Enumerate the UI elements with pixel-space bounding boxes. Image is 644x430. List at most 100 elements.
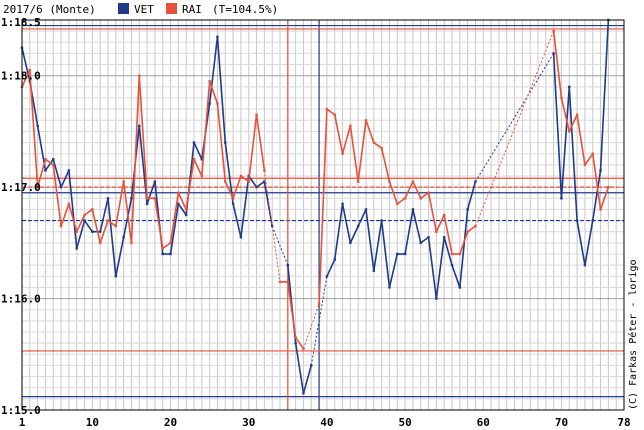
point-vet [255, 185, 258, 189]
series-segment-rai [44, 158, 54, 166]
series-segment-vet [248, 175, 258, 188]
series-segment-rai [52, 164, 62, 227]
series-segment-vet [107, 198, 117, 277]
series-segment-vet [475, 53, 555, 182]
point-vet [450, 263, 454, 267]
point-rai [59, 224, 63, 228]
series-segment-rai [443, 214, 453, 255]
point-vet [153, 180, 157, 183]
y-tick-label: 1:16.0 [1, 293, 41, 306]
series-segment-rai [412, 181, 422, 199]
series-segment-vet [568, 86, 578, 221]
x-tick-label: 78 [617, 416, 630, 429]
series-segment-rai [349, 125, 359, 182]
series-segment-rai [294, 337, 305, 350]
series-segment-vet [177, 203, 187, 216]
point-rai [114, 224, 118, 228]
point-vet [67, 169, 71, 172]
series-segment-rai [91, 209, 101, 244]
point-vet [356, 224, 360, 228]
series-segment-rai [107, 219, 117, 227]
series-segment-vet [52, 159, 62, 188]
series-segment-vet [75, 220, 86, 249]
point-vet [575, 219, 579, 222]
point-rai [474, 224, 477, 228]
point-rai [286, 280, 290, 284]
point-vet [442, 236, 446, 239]
series-segment-vet [388, 253, 399, 288]
point-vet [106, 197, 110, 200]
point-rai [442, 213, 446, 217]
point-rai [138, 74, 141, 77]
point-rai [591, 152, 594, 155]
point-rai [36, 185, 39, 189]
point-rai [208, 80, 211, 83]
series-segment-vet [169, 203, 180, 255]
series-segment-vet [99, 198, 109, 232]
series-segment-vet [420, 236, 430, 244]
x-tick-label: 20 [164, 416, 177, 429]
series-segment-rai [224, 181, 234, 199]
point-vet [36, 124, 39, 128]
point-rai [130, 241, 133, 245]
series-segment-vet [333, 203, 344, 260]
series-segment-rai [373, 141, 383, 149]
point-rai [216, 102, 219, 105]
point-rai [583, 163, 587, 167]
credit-text: (C) Farkas Péter - lorigo [627, 259, 639, 410]
legend-swatch-vet [118, 3, 129, 14]
point-vet [216, 35, 219, 38]
series-segment-rai [388, 181, 399, 205]
point-rai [466, 230, 469, 233]
x-tick-label: 60 [477, 416, 490, 429]
series-segment-rai [247, 114, 258, 182]
series-segment-rai [568, 114, 578, 132]
point-rai [28, 68, 32, 72]
point-vet [224, 141, 227, 144]
series-segment-rai [326, 108, 336, 116]
plot-border [21, 19, 625, 411]
series-segment-rai [201, 81, 211, 177]
point-rai [122, 180, 125, 183]
series-segment-vet [208, 36, 219, 104]
point-vet [372, 269, 376, 272]
series-segment-vet [256, 180, 265, 188]
x-tick-label: 70 [555, 416, 568, 429]
point-vet [263, 180, 266, 183]
point-rai [607, 185, 610, 189]
point-rai [145, 197, 149, 200]
point-rai [458, 252, 462, 256]
point-vet [458, 286, 462, 289]
point-rai [106, 219, 110, 222]
series-segment-vet [240, 175, 250, 238]
point-rai [575, 113, 579, 116]
point-vet [302, 392, 305, 395]
point-rai [247, 180, 250, 183]
series-segment-vet [326, 259, 336, 277]
point-rai [372, 141, 376, 144]
series-segment-rai [341, 125, 352, 154]
point-rai [67, 202, 71, 206]
point-rai [231, 197, 235, 200]
point-vet [427, 236, 430, 239]
series-segment-vet [115, 237, 125, 277]
legend: 2017/6 (Monte) VET RAI (T=104.5%) [3, 3, 278, 16]
point-vet [52, 158, 55, 161]
point-vet [349, 241, 352, 245]
point-vet [239, 236, 243, 239]
point-vet [145, 202, 149, 206]
series-segment-vet [216, 36, 227, 143]
point-rai [380, 146, 383, 150]
point-rai [239, 174, 243, 178]
series-segment-rai [122, 181, 133, 243]
series-segment-rai [380, 147, 391, 182]
series-segment-rai [216, 103, 227, 182]
series-segment-rai [584, 153, 594, 166]
series-segment-vet [427, 237, 438, 299]
series-segment-vet [373, 220, 383, 271]
point-rai [317, 302, 321, 306]
series-segment-rai [427, 192, 438, 232]
legend-label-vet: VET [134, 3, 154, 16]
point-rai [388, 180, 391, 183]
y-tick-label: 1:15.0 [1, 404, 41, 417]
